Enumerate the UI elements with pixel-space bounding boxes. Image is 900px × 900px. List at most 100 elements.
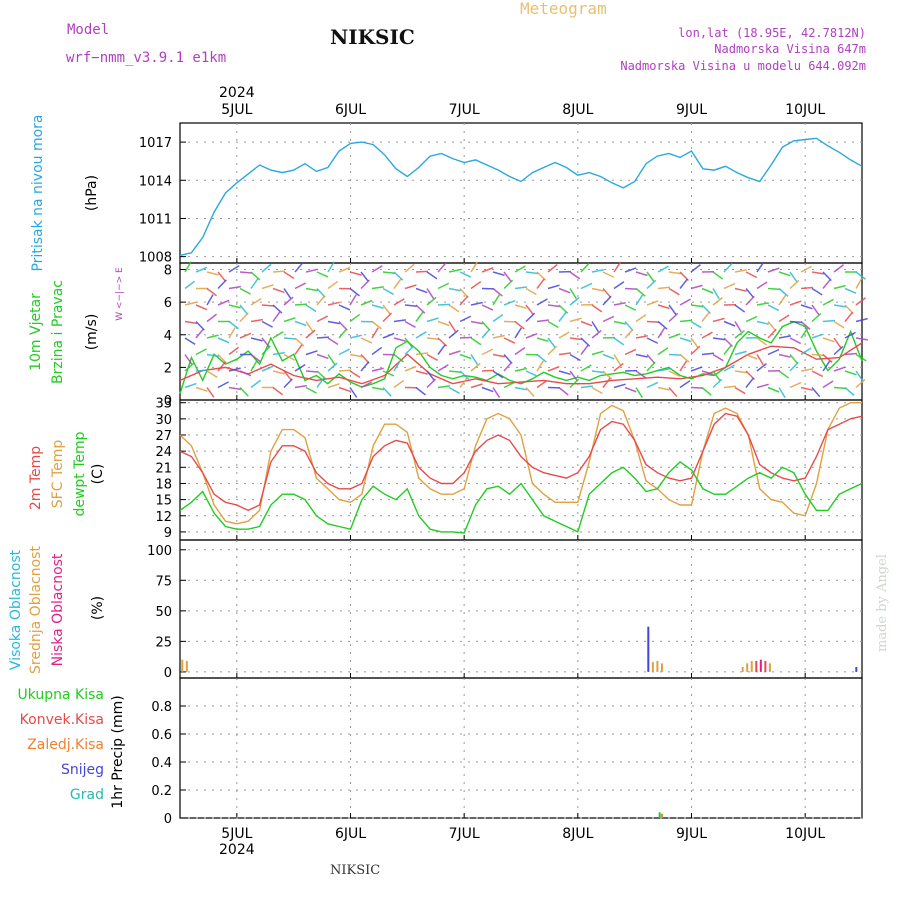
panel-frame-temperature [179, 399, 863, 541]
wind-arrow [833, 337, 842, 349]
pressure-unit-label: (hPa) [84, 175, 100, 211]
wind-arrow [778, 353, 791, 358]
wind-arrow [481, 369, 495, 372]
wind-arrow [690, 366, 703, 372]
year-label-top: 2024 [219, 85, 255, 101]
wind-arrow [756, 281, 768, 290]
wind-arrow [833, 345, 844, 356]
wind-arrow [591, 321, 599, 333]
wind-arrow [624, 328, 634, 339]
wind-arrow [272, 331, 284, 339]
wind-arrow [349, 353, 362, 358]
wind-arrow [415, 287, 428, 294]
wind-arrow [756, 302, 769, 306]
x-tick-label-bottom: 5JUL [221, 826, 252, 842]
wind-arrow [635, 334, 648, 339]
wind-arrow [338, 304, 351, 311]
wind-arrow [558, 370, 571, 376]
wind-arrow [294, 282, 307, 290]
wind-arrow [272, 370, 285, 375]
precip-unit-label: 1hr Precip (mm) [110, 695, 126, 808]
wind-arrow [679, 353, 690, 363]
wind-arrow [756, 354, 764, 366]
wind-arrow [415, 311, 424, 322]
wind-arrow [283, 271, 295, 280]
wind-arrow [437, 303, 451, 306]
y-tick-label: 0.6 [151, 728, 172, 743]
wind-arrow [547, 345, 558, 356]
wind-arrow [668, 312, 679, 323]
wind-arrow [690, 284, 703, 290]
wind-arrow [492, 370, 504, 379]
wind-arrow [382, 287, 394, 295]
panel-frame-precip [179, 677, 863, 819]
wind-arrow [624, 348, 637, 356]
wind-arrow [448, 321, 457, 332]
wind-arrow [547, 320, 559, 329]
wind-arrow [745, 295, 755, 306]
wind-arrow [745, 377, 754, 388]
bar-cloud_mid [656, 660, 659, 672]
wind-arrow [184, 354, 193, 365]
wind-arrow [602, 288, 612, 299]
bar-cloud_mid [750, 660, 753, 672]
wind-arrow [514, 386, 527, 391]
wind-arrow [646, 320, 660, 323]
header: Model wrf−nmm_v3.9.1 e1km NIKSIC Meteogr… [66, 0, 890, 878]
precip-legend-label: Grad [70, 787, 104, 803]
wind-arrow [327, 383, 340, 389]
wind-arrow [316, 353, 329, 360]
x-tick-label-bottom: 9JUL [676, 826, 707, 842]
y-tick-label: 18 [155, 477, 172, 492]
bar-cloud_low [759, 659, 762, 672]
wind-arrow [657, 265, 669, 273]
wind-arrow [503, 271, 512, 283]
wind-arrow [327, 301, 340, 306]
wind-axis-label: 10m Vjetar [28, 293, 44, 371]
wind-arrow [833, 386, 847, 390]
wind-arrow [239, 332, 252, 339]
wind-arrow [679, 278, 688, 289]
wind-arrow [503, 337, 516, 344]
wind-unit-label: (m/s) [84, 314, 100, 351]
y-tick-label: 33 [155, 397, 172, 412]
model-label: Model [67, 22, 109, 38]
wind-arrow [580, 344, 589, 355]
wind-arrow [679, 360, 688, 372]
y-tick-label: 50 [155, 605, 172, 620]
wind-arrow [195, 304, 208, 311]
wind-arrow [338, 369, 352, 372]
wind-arrow [393, 271, 404, 281]
wind-arrow [756, 383, 769, 389]
wind-arrow [404, 304, 418, 308]
wind-arrow [789, 271, 798, 283]
wind-arrow [481, 266, 494, 273]
wind-arrow [470, 362, 481, 372]
precip-legend-label: Snijeg [61, 762, 104, 778]
wind-arrow [492, 334, 505, 339]
wind-arrow [569, 288, 577, 300]
wind-arrow [855, 378, 866, 389]
wind-arrow [316, 315, 329, 323]
wind-arrow [800, 327, 809, 339]
wind-arrow [415, 270, 429, 273]
wind-arrow [657, 327, 666, 339]
wind-arrow [525, 312, 536, 323]
wind-arrow [536, 298, 548, 306]
wind-arrow [349, 287, 360, 297]
wind-arrow [635, 294, 644, 306]
y-tick-label: 75 [155, 574, 172, 589]
wind-arrow [327, 280, 339, 290]
wind-arrow [855, 297, 867, 306]
y-tick-label: 1008 [139, 251, 172, 266]
panel-frame-clouds [179, 539, 863, 679]
wind-arrow [580, 262, 590, 273]
wind-arrow [360, 299, 373, 306]
wind-arrow [811, 333, 824, 339]
y-tick-label: 0.4 [151, 756, 172, 771]
wind-arrow [536, 337, 549, 343]
wind-arrow [459, 336, 473, 339]
wind-arrow [822, 278, 832, 289]
wind-arrow [448, 304, 460, 313]
wind-arrow [558, 311, 567, 322]
